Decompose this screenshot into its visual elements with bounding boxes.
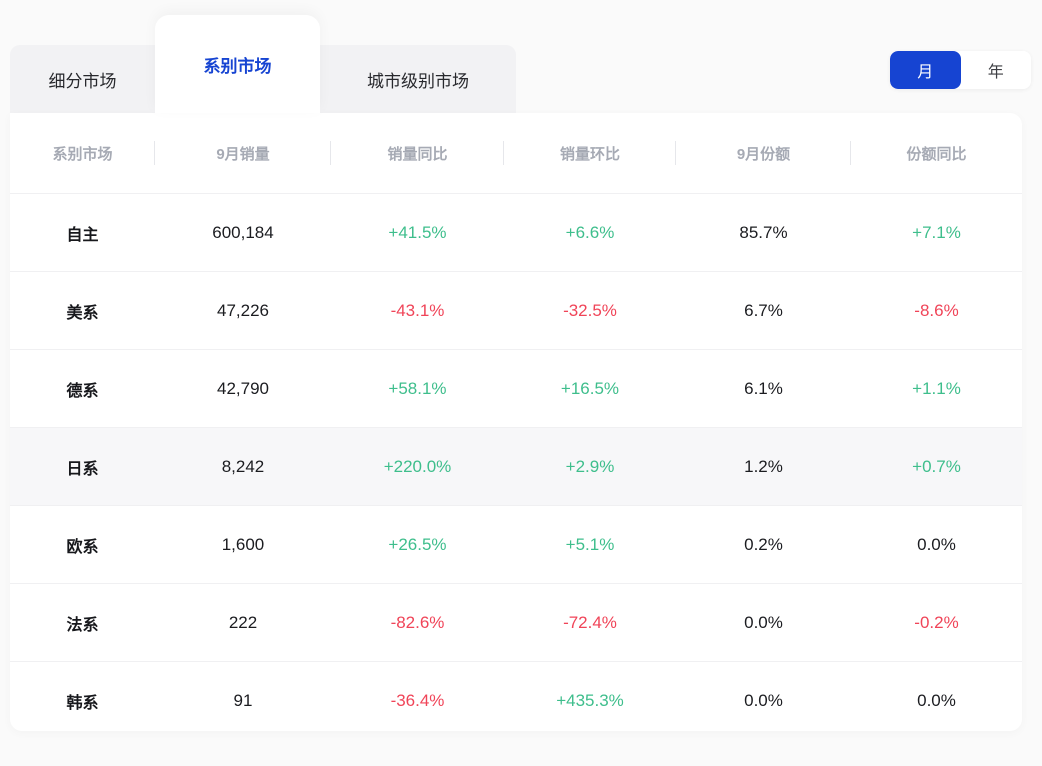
row-share-value: 85.7% (739, 222, 788, 242)
row-sales-value: 600,184 (212, 222, 274, 242)
table-row[interactable]: 法系 222 -82.6% -72.4% 0.0% -0.2% (10, 583, 1022, 661)
row-share-value: 0.0% (744, 612, 783, 632)
row-sales-yoy-value: +41.5% (388, 222, 447, 242)
row-sales-mom-value: -72.4% (563, 612, 617, 632)
row-sales-yoy-value: +220.0% (383, 456, 452, 476)
row-share-value: 6.1% (744, 378, 783, 398)
row-sales-value: 1,600 (221, 534, 265, 554)
tab-city-level-market[interactable]: 城市级别市场 (320, 45, 516, 113)
row-sales-mom-value: +6.6% (565, 222, 615, 242)
toggle-year-button[interactable]: 年 (960, 51, 1031, 89)
row-series-name: 欧系 (66, 538, 99, 556)
row-series-name: 德系 (66, 382, 99, 400)
header-share-yoy: 份额同比 (906, 145, 967, 163)
row-sales-mom-value: +2.9% (565, 456, 615, 476)
row-sales-value: 8,242 (221, 456, 265, 476)
tab-segment-market[interactable]: 细分市场 (10, 45, 155, 113)
row-sales-yoy-value: +26.5% (388, 534, 447, 554)
row-share-yoy-value: +0.7% (912, 456, 961, 476)
header-sep-share: 9月份额 (676, 113, 851, 193)
row-sales-mom-value: +5.1% (565, 534, 615, 554)
series-market-table-card: 系别市场 9月销量 销量同比 销量环比 9月份额 份额同比 自主 600,184… (10, 113, 1022, 731)
row-sales-value: 42,790 (217, 378, 269, 398)
row-sales-mom-value: -32.5% (563, 300, 617, 320)
table-header-row: 系别市场 9月销量 销量同比 销量环比 9月份额 份额同比 (10, 113, 1022, 193)
row-sales-mom-value: +435.3% (556, 690, 624, 710)
row-sales-value: 47,226 (217, 300, 269, 320)
row-share-value: 0.0% (744, 690, 783, 710)
header-series-market: 系别市场 (10, 113, 155, 193)
row-share-yoy-value: -0.2% (914, 612, 959, 632)
table-row[interactable]: 韩系 91 -36.4% +435.3% 0.0% 0.0% (10, 661, 1022, 739)
row-series-name: 自主 (66, 226, 99, 244)
row-sales-yoy-value: +58.1% (388, 378, 447, 398)
table-row[interactable]: 欧系 1,600 +26.5% +5.1% 0.2% 0.0% (10, 505, 1022, 583)
market-tabs: 细分市场 系别市场 城市级别市场 (10, 15, 516, 113)
table-row[interactable]: 德系 42,790 +58.1% +16.5% 6.1% +1.1% (10, 349, 1022, 427)
table-row[interactable]: 日系 8,242 +220.0% +2.9% 1.2% +0.7% (10, 427, 1022, 505)
tab-series-market[interactable]: 系别市场 (155, 15, 320, 113)
row-series-name: 韩系 (66, 694, 99, 712)
row-share-yoy-value: 0.0% (917, 534, 956, 554)
row-sales-yoy-value: -43.1% (390, 300, 445, 320)
row-sales-value: 222 (228, 612, 258, 632)
row-share-value: 6.7% (744, 300, 783, 320)
table-body: 自主 600,184 +41.5% +6.6% 85.7% +7.1% 美系 4… (10, 193, 1022, 739)
row-share-yoy-value: +1.1% (912, 378, 961, 398)
row-sales-mom-value: +16.5% (560, 378, 620, 398)
row-share-value: 0.2% (744, 534, 783, 554)
row-share-yoy-value: 0.0% (917, 690, 956, 710)
row-series-name: 日系 (66, 460, 99, 478)
row-sales-yoy-value: -36.4% (390, 690, 445, 710)
row-sales-yoy-value: -82.6% (390, 612, 445, 632)
row-sales-value: 91 (233, 690, 253, 710)
table-row[interactable]: 自主 600,184 +41.5% +6.6% 85.7% +7.1% (10, 193, 1022, 271)
header-sales-yoy: 销量同比 (331, 113, 504, 193)
row-series-name: 美系 (66, 304, 99, 322)
period-toggle: 月 年 (890, 51, 1031, 89)
toggle-month-button[interactable]: 月 (890, 51, 961, 89)
row-share-value: 1.2% (744, 456, 783, 476)
row-series-name: 法系 (66, 616, 99, 634)
row-share-yoy-value: -8.6% (914, 300, 959, 320)
header-sales-mom: 销量环比 (504, 113, 676, 193)
table-row[interactable]: 美系 47,226 -43.1% -32.5% 6.7% -8.6% (10, 271, 1022, 349)
row-share-yoy-value: +7.1% (912, 222, 961, 242)
header-sep-sales: 9月销量 (155, 113, 331, 193)
